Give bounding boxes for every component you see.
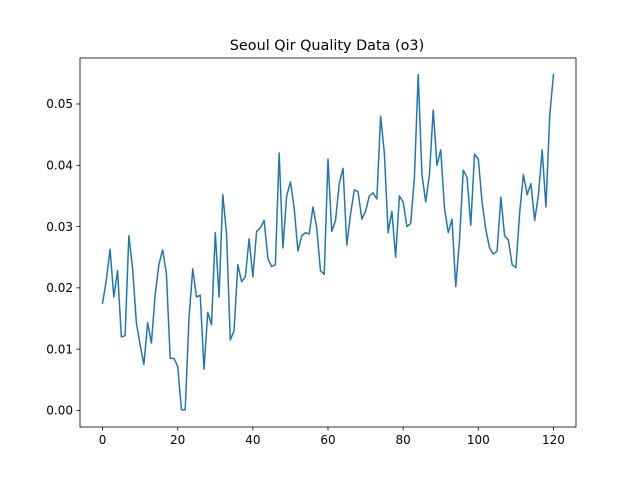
x-tick-label: 120 (542, 433, 565, 447)
plot-area (80, 58, 576, 427)
x-tick-label: 80 (396, 433, 411, 447)
x-tick-label: 20 (170, 433, 185, 447)
x-tick-label: 60 (320, 433, 335, 447)
y-tick-label: 0.00 (46, 404, 73, 418)
y-tick-label: 0.01 (46, 342, 73, 356)
y-tick-label: 0.02 (46, 281, 73, 295)
x-tick-label: 0 (99, 433, 107, 447)
x-tick-label: 100 (467, 433, 490, 447)
axis-ticks: 0 20 40 60 80 100 120 0.00 0.01 0.02 0.03 0.04 0.05 (46, 97, 565, 447)
y-tick-label: 0.03 (46, 220, 73, 234)
y-tick-label: 0.04 (46, 158, 73, 172)
series-line-o3 (101, 73, 555, 411)
chart-title: Seoul Qir Quality Data (o3) (230, 38, 424, 54)
x-tick-label: 40 (245, 433, 260, 447)
axes-frame (79, 57, 577, 428)
y-tick-label: 0.05 (46, 97, 73, 111)
